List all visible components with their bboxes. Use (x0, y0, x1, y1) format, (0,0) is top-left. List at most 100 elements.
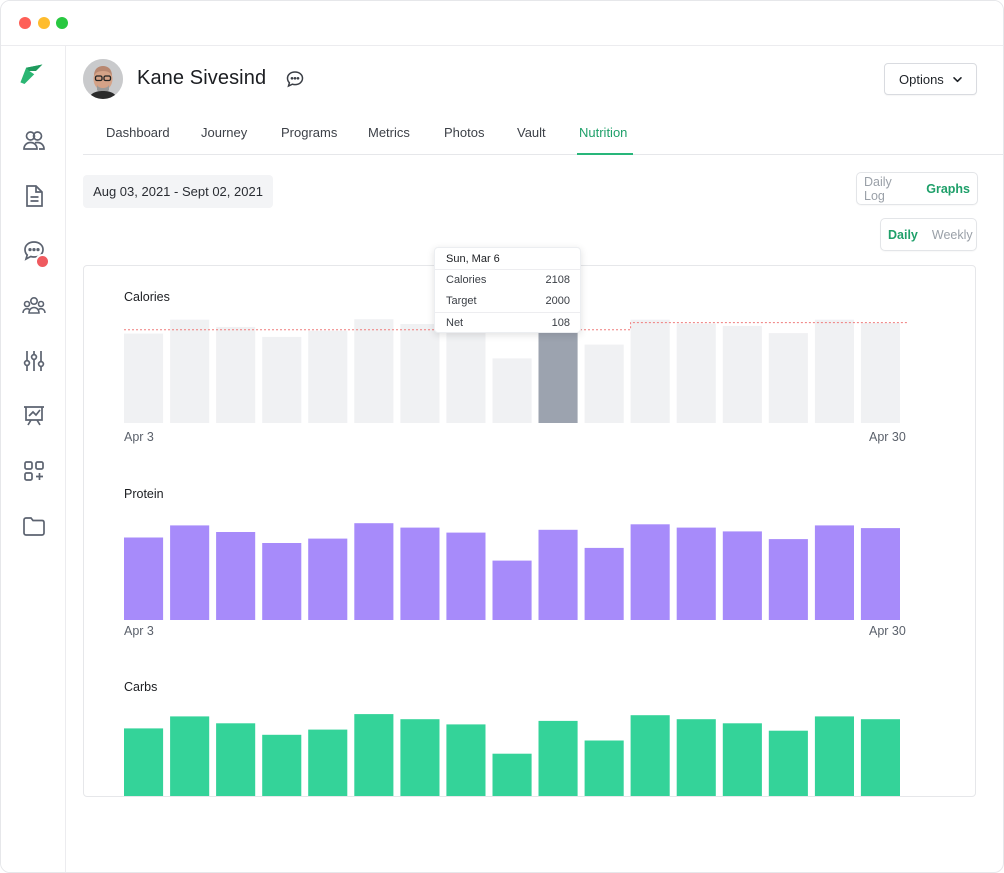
calories-bar[interactable] (354, 319, 394, 423)
protein-bar[interactable] (446, 532, 486, 620)
title-bar (1, 1, 1003, 46)
carbs-bar[interactable] (492, 753, 532, 797)
tooltip-row-calories: Calories 2108 (446, 274, 570, 290)
chevron-down-icon (953, 77, 962, 83)
sliders-icon[interactable] (21, 348, 47, 374)
options-dropdown-button[interactable]: Options (884, 63, 977, 95)
protein-bar[interactable] (538, 529, 578, 620)
protein-x-end-label: Apr 30 (869, 624, 906, 638)
apps-add-icon[interactable] (21, 458, 47, 484)
protein-bar[interactable] (768, 539, 808, 620)
minimize-window-button[interactable] (38, 17, 50, 29)
client-avatar (83, 59, 123, 99)
protein-bar[interactable] (400, 527, 440, 620)
tab-programs[interactable]: Programs (281, 125, 338, 140)
users-icon[interactable] (21, 128, 47, 154)
carbs-bar[interactable] (170, 716, 210, 797)
protein-bar[interactable] (216, 532, 256, 620)
carbs-bar[interactable] (768, 730, 808, 797)
app-logo-icon[interactable] (18, 62, 50, 92)
tooltip-date: Sun, Mar 6 (446, 253, 500, 265)
calories-bar[interactable] (446, 328, 486, 423)
tooltip-row-net: Net 108 (446, 317, 570, 333)
calories-bar[interactable] (262, 336, 302, 423)
calories-bar[interactable] (170, 319, 210, 423)
tab-nutrition[interactable]: Nutrition (579, 125, 628, 140)
calories-bar[interactable] (216, 326, 256, 423)
tab-photos[interactable]: Photos (444, 125, 485, 140)
calories-bar[interactable] (124, 333, 164, 423)
calories-bar[interactable] (630, 319, 670, 423)
chat-bubble-icon[interactable] (21, 238, 47, 264)
carbs-bar[interactable] (538, 720, 578, 797)
client-name: Kane Sivesind (137, 67, 267, 89)
toggle-daily-log[interactable]: Daily Log (864, 174, 892, 203)
protein-bar[interactable] (630, 524, 670, 620)
calories-bar[interactable] (584, 344, 624, 423)
tooltip-value: 2000 (545, 295, 570, 307)
carbs-bar[interactable] (630, 715, 670, 797)
calories-bar[interactable] (768, 333, 808, 423)
carbs-bar[interactable] (216, 723, 256, 797)
calories-x-start-label: Apr 3 (124, 430, 154, 444)
protein-bar[interactable] (814, 525, 854, 620)
tab-metrics[interactable]: Metrics (368, 125, 410, 140)
tooltip-divider (435, 269, 580, 270)
view-toggle: Daily Log Graphs (856, 172, 978, 205)
protein-bar[interactable] (492, 560, 532, 620)
presentation-chart-icon[interactable] (21, 403, 47, 429)
carbs-bar[interactable] (262, 734, 302, 797)
nutrition-charts (124, 319, 907, 798)
tab-dashboard[interactable]: Dashboard (106, 125, 170, 140)
sidebar (1, 46, 66, 872)
toggle-daily[interactable]: Daily (888, 227, 918, 242)
folder-icon[interactable] (21, 513, 47, 539)
team-icon[interactable] (21, 293, 47, 319)
protein-x-start-label: Apr 3 (124, 624, 154, 638)
calories-bar[interactable] (538, 322, 578, 423)
carbs-bar[interactable] (354, 714, 394, 797)
maximize-window-button[interactable] (56, 17, 68, 29)
calories-bar[interactable] (308, 330, 348, 423)
carbs-bar[interactable] (124, 728, 164, 797)
carbs-bar[interactable] (814, 716, 854, 797)
toggle-graphs[interactable]: Graphs (926, 181, 970, 196)
calories-bar[interactable] (814, 319, 854, 423)
protein-bar[interactable] (308, 538, 348, 620)
tab-journey[interactable]: Journey (201, 125, 248, 140)
calories-bar[interactable] (676, 323, 716, 424)
period-toggle: Daily Weekly (880, 218, 977, 251)
tab-vault[interactable]: Vault (517, 125, 546, 140)
carbs-bar[interactable] (860, 719, 900, 797)
carbs-bar[interactable] (308, 729, 348, 797)
calories-bar[interactable] (400, 324, 440, 423)
calories-bar[interactable] (722, 325, 762, 423)
carbs-bar[interactable] (584, 740, 624, 798)
close-window-button[interactable] (19, 17, 31, 29)
toggle-weekly[interactable]: Weekly (931, 227, 973, 242)
tooltip-value: 2108 (545, 274, 570, 286)
protein-bar[interactable] (676, 527, 716, 620)
protein-bar[interactable] (584, 547, 624, 620)
protein-bar[interactable] (170, 525, 210, 620)
protein-bar[interactable] (860, 528, 900, 620)
tooltip-label: Target (446, 295, 477, 307)
protein-bar[interactable] (124, 537, 164, 621)
date-range-picker[interactable]: Aug 03, 2021 - Sept 02, 2021 (83, 175, 273, 208)
protein-bar[interactable] (354, 523, 394, 620)
calories-chart-title: Calories (124, 290, 170, 304)
tooltip-label: Net (446, 317, 464, 329)
carbs-chart-title: Carbs (124, 680, 158, 694)
carbs-bar[interactable] (676, 719, 716, 797)
document-icon[interactable] (21, 183, 47, 209)
protein-bar[interactable] (722, 531, 762, 620)
calories-bar[interactable] (492, 358, 532, 423)
carbs-bar[interactable] (722, 723, 762, 797)
carbs-bar[interactable] (446, 724, 486, 797)
calories-bar[interactable] (860, 323, 900, 423)
protein-bar[interactable] (262, 543, 302, 620)
message-client-icon[interactable] (285, 69, 305, 89)
carbs-bar[interactable] (400, 719, 440, 797)
notification-badge (35, 254, 50, 269)
